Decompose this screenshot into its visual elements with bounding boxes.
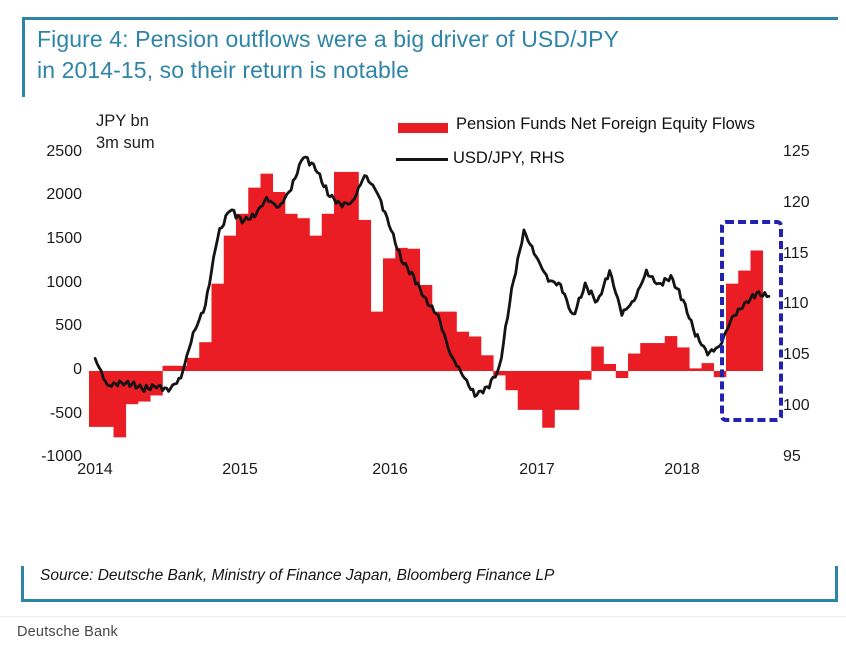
flow-bar — [456, 331, 470, 371]
flow-bar — [334, 171, 347, 371]
y-axis-right-tick-label: 120 — [783, 193, 810, 211]
x-axis-tick-label: 2016 — [372, 461, 408, 478]
flow-bar — [505, 371, 519, 391]
flow-bar — [640, 343, 653, 371]
flow-bar — [346, 171, 359, 371]
y-axis-left-tick-label: 2000 — [46, 186, 82, 204]
legend-bar-swatch — [398, 123, 448, 133]
flow-bar — [162, 365, 176, 371]
y-axis-left-tick-label: 2500 — [46, 142, 82, 160]
y-axis-left-tick-label: 0 — [73, 361, 82, 378]
y-axis-right-tick-label: 95 — [783, 448, 801, 466]
y-axis-left-tick-label: 1500 — [46, 230, 82, 248]
flow-bar — [468, 336, 482, 371]
flow-bar — [530, 371, 543, 410]
flow-bar — [321, 213, 335, 371]
flow-bar — [726, 283, 739, 371]
flow-bar — [603, 364, 617, 371]
flow-bar — [370, 311, 384, 371]
figure-bottom-right-tick — [835, 566, 838, 599]
flow-bar — [395, 247, 408, 371]
flow-bar — [628, 353, 641, 371]
flow-bar — [750, 250, 764, 371]
flow-bar — [358, 219, 372, 371]
flow-bar — [738, 270, 751, 371]
y-axis-right-tick-label: 110 — [783, 295, 809, 313]
figure-left-accent — [22, 17, 25, 97]
flow-bar — [236, 213, 249, 371]
flow-bar — [138, 371, 151, 402]
figure-title-line2: in 2014-15, so their return is notable — [37, 57, 410, 83]
flow-bar — [89, 371, 102, 427]
y-axis-left-tick-label: 1000 — [46, 273, 82, 291]
source-note: Source: Deutsche Bank, Ministry of Finan… — [40, 567, 555, 584]
flow-bar — [664, 336, 678, 371]
flow-bar — [248, 187, 261, 371]
flow-bar — [272, 191, 286, 371]
footer-brand: Deutsche Bank — [17, 624, 118, 640]
flow-bar — [517, 371, 531, 410]
figure-bottom-border — [21, 599, 838, 602]
y-axis-right-tick-label: 125 — [783, 142, 810, 160]
flow-bar — [260, 173, 274, 371]
flow-bar — [285, 213, 298, 371]
flow-bar — [125, 371, 139, 405]
flow-bar — [444, 311, 457, 371]
y-axis-left-tick-label: -1000 — [41, 448, 82, 466]
y-axis-left-tick-label: 500 — [55, 317, 82, 335]
flow-bar — [150, 371, 163, 396]
usdjpy-line — [93, 155, 771, 398]
flow-bar — [174, 365, 188, 371]
x-axis-tick-label: 2015 — [222, 461, 258, 478]
figure-bottom-left-tick — [21, 566, 24, 599]
flow-bar — [481, 355, 494, 371]
flow-bar — [615, 371, 629, 378]
flow-bar — [566, 371, 580, 410]
highlight-box — [719, 219, 783, 422]
flow-bar — [432, 311, 445, 371]
flow-bar — [113, 371, 127, 438]
legend-bar-label: Pension Funds Net Foreign Equity Flows — [456, 115, 755, 133]
flow-bar — [554, 371, 568, 410]
legend-line-swatch — [396, 158, 448, 161]
flow-bar — [689, 368, 702, 371]
flow-bar — [407, 248, 421, 371]
flow-bar — [677, 347, 690, 371]
y-axis-right-tick-label: 115 — [783, 244, 809, 262]
x-axis-tick-label: 2014 — [77, 461, 113, 478]
y-axis-right-tick-label: 100 — [783, 397, 810, 415]
x-axis-tick-label: 2017 — [519, 461, 555, 478]
flow-bar — [187, 357, 200, 371]
flow-bar — [297, 218, 310, 371]
left-axis-unit-line1: JPY bn — [96, 112, 149, 130]
x-axis-tick-label: 2018 — [664, 461, 700, 478]
flow-bar — [199, 342, 212, 371]
flow-bar — [211, 283, 225, 371]
flow-bar — [493, 371, 506, 376]
legend-line-label: USD/JPY, RHS — [453, 149, 565, 167]
flow-bar — [579, 371, 592, 380]
flow-bar — [701, 363, 715, 371]
figure-title-line1: Figure 4: Pension outflows were a big dr… — [37, 26, 620, 52]
flow-bar — [542, 371, 555, 428]
flow-bar — [223, 235, 237, 371]
footer-divider — [0, 616, 846, 617]
y-axis-right-tick-label: 105 — [783, 346, 810, 364]
left-axis-unit-line2: 3m sum — [96, 134, 155, 152]
flow-bar — [591, 346, 604, 371]
flow-bar — [309, 235, 323, 371]
left-axis-unit-label: JPY bn 3m sum — [96, 110, 155, 154]
y-axis-left-tick-label: -500 — [49, 404, 82, 422]
flow-bar — [652, 343, 666, 371]
flow-bar — [383, 258, 396, 371]
figure-top-border — [22, 17, 838, 20]
